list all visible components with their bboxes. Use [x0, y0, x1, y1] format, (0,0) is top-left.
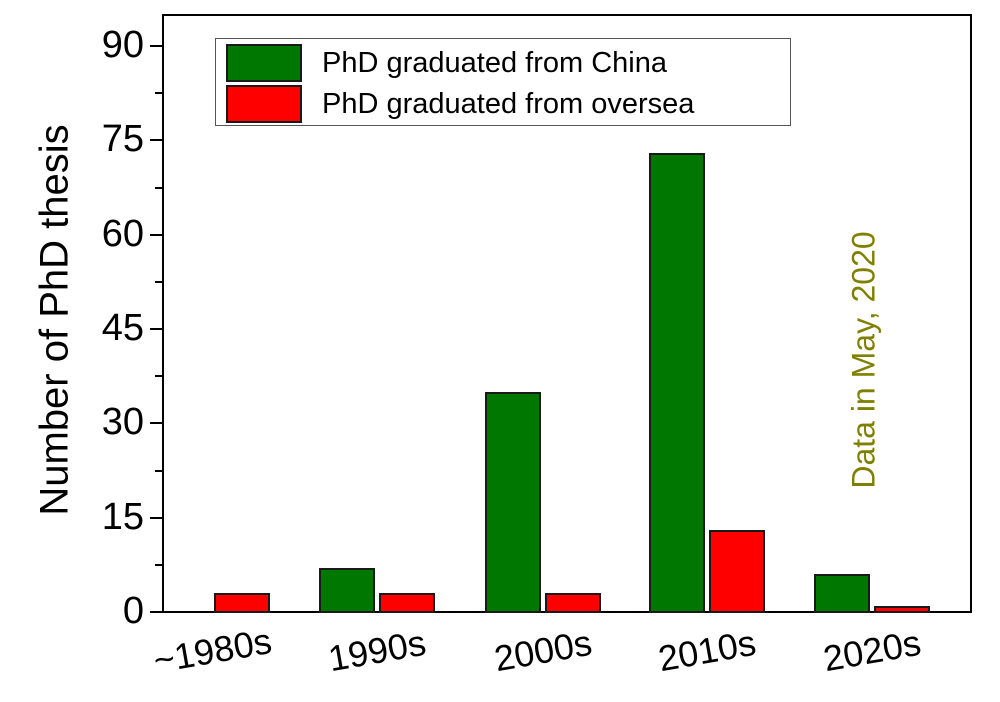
legend-item-oversea: PhD graduated from oversea — [226, 84, 694, 124]
y-tick-label: 45 — [101, 307, 144, 349]
plot-area-frame — [162, 14, 972, 612]
y-minor-tick — [155, 280, 162, 283]
bar-china — [649, 152, 705, 613]
legend-swatch-oversea — [226, 85, 302, 123]
bar-oversea — [709, 530, 765, 613]
legend-item-china: PhD graduated from China — [226, 43, 667, 83]
y-minor-tick — [155, 375, 162, 378]
y-tick-label: 30 — [101, 401, 144, 444]
bar-oversea — [379, 593, 435, 613]
y-major-tick — [150, 139, 162, 142]
bar-oversea — [874, 605, 930, 613]
y-tick-label: 90 — [101, 24, 144, 66]
bar-china — [814, 574, 870, 613]
legend: PhD graduated from China PhD graduated f… — [215, 38, 791, 126]
y-tick-label: 15 — [101, 495, 144, 538]
y-major-tick — [150, 233, 162, 236]
legend-label-oversea: PhD graduated from oversea — [322, 87, 695, 120]
x-tick-label: ~1980s — [149, 619, 275, 682]
y-axis-title: Number of PhD thesis — [32, 124, 77, 516]
bar-china — [319, 567, 375, 613]
y-major-tick — [150, 328, 162, 330]
y-major-tick — [150, 45, 162, 47]
x-tick-label: 2010s — [655, 621, 759, 680]
legend-label-china: PhD graduated from China — [322, 46, 667, 79]
y-major-tick — [150, 516, 162, 519]
y-tick-label: 60 — [101, 212, 144, 255]
bar-oversea — [214, 593, 270, 613]
data-date-annotation: Data in May, 2020 — [845, 231, 882, 489]
legend-swatch-china — [226, 44, 302, 82]
y-minor-tick — [155, 469, 162, 472]
bar-china — [485, 391, 541, 613]
y-minor-tick — [155, 563, 162, 566]
y-minor-tick — [155, 186, 162, 189]
y-major-tick — [150, 422, 162, 425]
y-minor-tick — [155, 92, 162, 95]
x-tick-label: 2000s — [491, 621, 595, 680]
y-tick-label: 75 — [101, 118, 144, 161]
x-tick-label: 2020s — [820, 621, 924, 680]
x-tick-label: 1990s — [325, 621, 429, 680]
bar-oversea — [545, 593, 601, 613]
y-tick-label: 0 — [122, 590, 144, 632]
y-major-tick — [150, 611, 162, 613]
